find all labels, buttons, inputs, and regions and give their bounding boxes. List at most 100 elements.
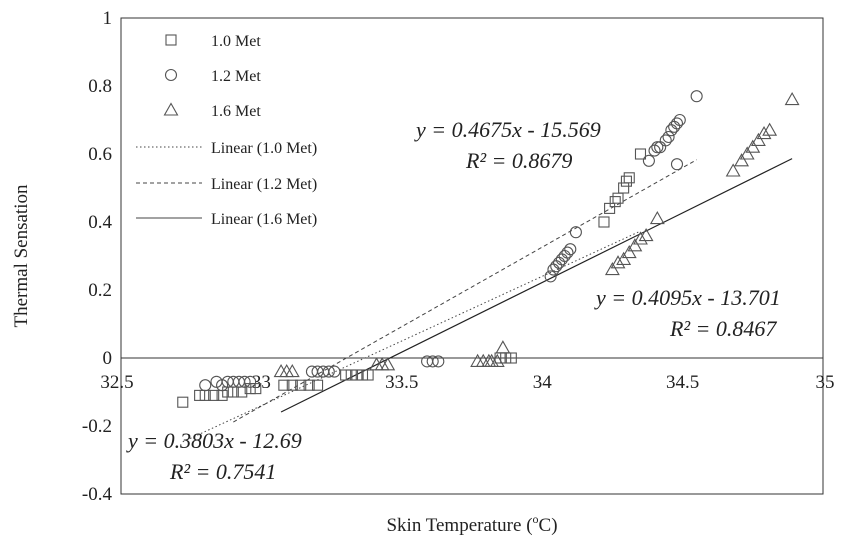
data-point-circle [659,134,672,147]
data-point-square [505,352,517,364]
data-point-square [208,389,220,401]
series-16-met [273,91,800,378]
data-point-square [609,196,621,208]
data-point-circle [670,117,684,130]
equation-1-6-met: y = 0.4095x - 13.701 [594,285,781,310]
data-point-circle [668,120,681,133]
data-point-circle [569,226,582,239]
data-point-circle [662,130,675,144]
r2-1-0-met: R² = 0.7541 [169,459,276,484]
data-point-triangle [745,139,761,153]
data-point-square [598,216,610,228]
data-point-triangle [734,153,750,167]
data-point-circle [555,253,568,266]
y-axis-title: Thermal Sensation [11,184,32,327]
data-point-square [303,379,315,391]
legend-label: 1.2 Met [211,68,261,85]
x-axis-title-superscript: o [533,512,539,526]
trendline-equations: y = 0.4675x - 15.569 R² = 0.8679 y = 0.4… [126,117,781,484]
data-point-triangle [616,251,632,265]
data-point-square [351,369,363,381]
data-point-triangle [725,163,741,177]
y-tick-label: 1 [103,8,113,29]
x-tick-label: 33.5 [385,372,418,393]
r2-1-6-met: R² = 0.8467 [669,316,777,341]
data-point-triangle [638,227,654,242]
legend-marker-circle [164,68,178,82]
data-point-square [312,379,324,391]
x-axis-title-unit: C) [539,515,558,536]
data-point-square [612,192,624,204]
data-point-circle [550,260,563,273]
equation-1-0-met: y = 0.3803x - 12.69 [126,428,302,453]
data-point-square [356,369,369,381]
data-point-circle [690,90,703,103]
x-tick-label: 35 [816,372,835,393]
x-tick-labels: 32.5 33 33.5 34 34.5 35 [100,372,834,393]
legend-trendline-label: Linear (1.0 Met) [211,140,317,157]
equation-1-2-met: y = 0.4675x - 15.569 [414,117,601,142]
data-point-circle [244,375,257,388]
data-point-square [340,369,352,381]
legend-label: 1.0 Met [211,33,261,50]
data-point-circle [642,154,655,167]
data-point-square [634,148,647,160]
legend-marker-triangle [163,102,179,116]
data-point-triangle [380,357,396,371]
y-tick-label: 0 [103,348,113,369]
data-point-circle [426,355,439,368]
data-point-circle [665,124,678,137]
data-point-circle [238,375,251,388]
series-12-met [199,90,703,392]
x-tick-label: 33 [252,372,271,393]
y-tick-labels: -0.4 -0.2 0 0.2 0.4 0.6 0.8 1 [82,8,113,505]
data-point-triangle [756,125,772,140]
data-point-circle [199,379,212,392]
data-points [177,90,800,408]
data-point-square [286,379,298,391]
data-point-square [620,175,632,187]
data-point-triangle [739,146,755,160]
data-point-triangle [762,122,778,136]
axes [120,17,824,495]
data-point-circle [564,243,577,256]
data-point-triangle [621,244,637,259]
data-point-circle [328,365,341,378]
y-tick-label: 0.4 [88,212,112,233]
legend-marker-square [165,34,177,46]
data-point-circle [670,158,684,171]
data-point-triangle [649,210,665,225]
x-tick-label: 34.5 [666,372,699,393]
data-point-square [345,369,357,381]
data-point-triangle [750,132,766,146]
x-axis-title-main: Skin Temperature ( [386,515,532,536]
data-point-circle [432,355,445,368]
data-point-triangle [604,261,620,276]
data-point-square [222,386,234,398]
x-tick-label: 32.5 [100,372,133,393]
data-point-triangle [489,353,505,367]
y-tick-label: 0.2 [88,280,112,301]
data-point-square [278,379,290,391]
data-point-square [177,396,189,408]
plot-area-border [120,17,824,495]
x-tick-label: 34 [533,372,553,393]
data-point-triangle [495,340,511,354]
data-point-square [618,182,630,194]
legend: 1.0 Met 1.2 Met 1.6 Met Linear (1.0 Met) Lin… [136,33,317,228]
x-axis-title: Skin Temperature (oC) [386,512,557,536]
data-point-circle [561,246,574,259]
y-tick-label: 0.8 [88,76,112,97]
r2-1-2-met: R² = 0.8679 [465,148,572,173]
data-point-triangle [627,238,643,252]
data-point-triangle [784,91,800,106]
data-point-circle [673,113,686,127]
y-tick-label: 0.6 [88,144,112,165]
data-point-square [295,379,307,391]
legend-trendline-label: Linear (1.2 Met) [211,176,317,193]
y-tick-label: -0.2 [82,416,112,437]
data-point-square [604,202,616,214]
data-point-triangle [633,231,648,245]
data-point-square [194,389,206,401]
